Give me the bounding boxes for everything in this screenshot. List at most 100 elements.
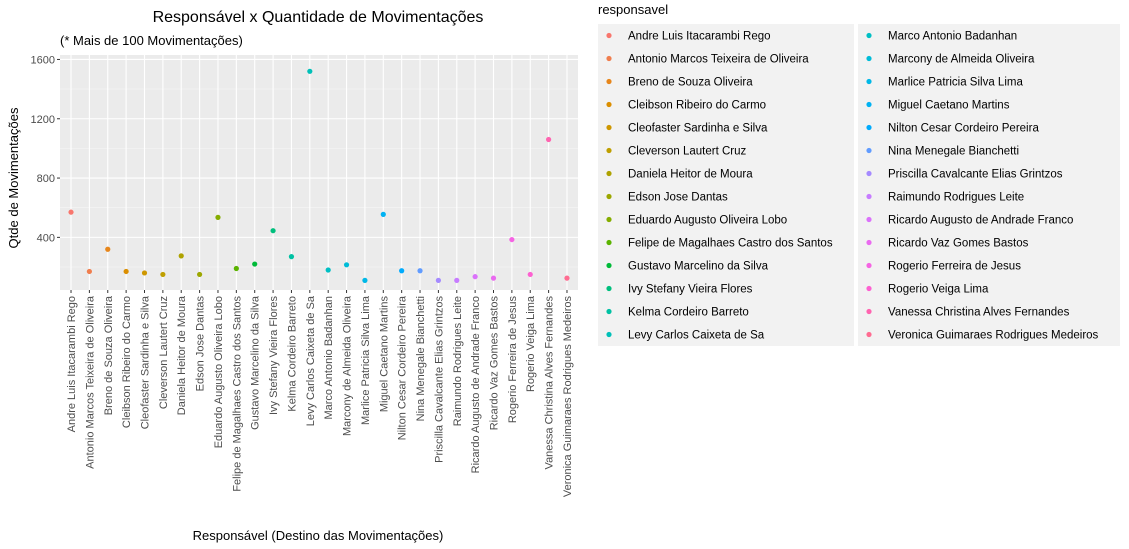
legend-title: responsavel: [598, 2, 668, 17]
data-point: [325, 267, 331, 273]
legend-key: [606, 216, 612, 223]
data-point: [527, 271, 533, 278]
x-tick-label: Marlice Patricia Silva Lima: [360, 295, 372, 425]
data-point: [68, 209, 74, 215]
legend-label: Breno de Souza Oliveira: [628, 77, 753, 89]
legend-label: Cleofaster Sardinha e Silva: [628, 123, 768, 135]
y-tick-label: 800: [37, 173, 55, 185]
legend-key: [866, 55, 872, 62]
data-point: [197, 271, 203, 278]
legend-key-background: [598, 24, 854, 346]
x-tick-label: Marco Antonio Badanhan: [323, 296, 335, 420]
x-tick-label: Rogerio Ferreira de Jesus: [507, 296, 519, 424]
data-point: [343, 262, 350, 268]
data-point: [472, 274, 478, 280]
x-tick-label: Antonio Marcos Teixeira de Oliveira: [84, 295, 96, 469]
legend-key: [606, 308, 612, 315]
x-tick-label: Edson Jose Dantas: [195, 296, 207, 392]
legend-key: [606, 32, 612, 39]
legend-label: Levy Carlos Caixeta de Sa: [628, 330, 765, 342]
legend-key: [866, 216, 872, 223]
legend-key: [606, 331, 612, 338]
legend-key: [606, 147, 612, 154]
legend-label: Daniela Heitor de Moura: [628, 169, 753, 181]
x-tick-label: Miguel Caetano Martins: [378, 296, 390, 413]
data-point: [105, 246, 111, 252]
legend-key: [866, 193, 872, 200]
legend-key: [606, 170, 612, 177]
data-point: [233, 265, 239, 272]
legend-label: Marlice Patricia Silva Lima: [888, 77, 1023, 89]
x-axis-title: Responsável (Destino das Movimentações): [193, 528, 444, 543]
legend-label: Rogerio Ferreira de Jesus: [888, 261, 1021, 273]
data-point: [270, 228, 276, 234]
x-tick-label: Priscilla Cavalcante Elias Grintzos: [433, 296, 445, 463]
legend-key: [606, 78, 612, 85]
legend-key: [606, 193, 612, 200]
x-tick-label: Ivy Stefany Vieira Flores: [268, 296, 280, 416]
data-point: [490, 275, 497, 281]
x-tick-label: Ricardo Augusto de Andrade Franco: [470, 296, 482, 473]
data-point: [362, 277, 368, 283]
x-tick-label: Ricardo Vaz Gomes Bastos: [489, 296, 501, 431]
data-point: [86, 268, 92, 275]
x-tick-label: Andre Luis Itacarambi Rego: [66, 296, 78, 432]
grid-lines: [60, 55, 578, 290]
y-axis-title: Qtde de Movimentações: [6, 107, 21, 248]
data-point: [160, 271, 166, 278]
x-tick-label: Eduardo Augusto Oliveira Lobo: [213, 296, 225, 448]
y-axis: 400 800 1200 1600: [31, 54, 60, 244]
data-point: [454, 277, 460, 283]
legend-label: Nina Menegale Bianchetti: [888, 146, 1019, 158]
data-point: [380, 211, 386, 217]
legend-label: Raimundo Rodrigues Leite: [888, 192, 1024, 204]
legend-key: [866, 32, 872, 39]
data-point: [509, 236, 515, 243]
chart-subtitle: (* Mais de 100 Movimentações): [60, 33, 243, 48]
legend-label: Ricardo Augusto de Andrade Franco: [888, 215, 1073, 227]
x-tick-label: Cleofaster Sardinha e Silva: [139, 295, 151, 429]
legend-label: Ivy Stefany Vieira Flores: [628, 284, 753, 296]
legend-key: [866, 331, 872, 338]
data-points: [68, 68, 570, 283]
x-tick-label: Nilton Cesar Cordeiro Pereira: [397, 295, 409, 440]
data-point: [564, 275, 570, 281]
legend-key: [866, 101, 872, 108]
legend-key: [606, 101, 612, 108]
x-tick-label: Gustavo Marcelino da Silva: [250, 295, 262, 430]
x-tick-label: Rogerio Veiga Lima: [525, 295, 537, 392]
chart-title: Responsável x Quantidade de Movimentaçõe…: [153, 9, 484, 26]
x-tick-label: Marcony de Almeida Oliveira: [342, 295, 354, 436]
data-point: [288, 254, 295, 260]
legend-label: Marcony de Almeida Oliveira: [888, 54, 1035, 66]
data-point: [123, 268, 129, 275]
x-tick-label: Daniela Heitor de Moura: [176, 295, 188, 415]
legend-label: Rogerio Veiga Lima: [888, 284, 989, 296]
x-tick-label: Raimundo Rodrigues Leite: [452, 296, 464, 426]
data-point: [307, 68, 313, 74]
legend-label: Eduardo Augusto Oliveira Lobo: [628, 215, 787, 227]
legend-label: Vanessa Christina Alves Fernandes: [888, 307, 1070, 319]
x-tick-label: Felipe de Magalhaes Castro dos Santos: [231, 296, 243, 492]
x-tick-label: Levy Carlos Caixeta de Sa: [305, 295, 317, 426]
legend-key: [866, 262, 872, 269]
x-tick-label: Breno de Souza Oliveira: [103, 295, 115, 415]
legend-key: [866, 78, 872, 85]
x-tick-label: Kelma Cordeiro Barreto: [286, 296, 298, 412]
data-point: [435, 277, 441, 283]
data-point: [417, 268, 423, 274]
legend-key: [866, 170, 872, 177]
data-point: [178, 253, 184, 259]
legend-label: Cleibson Ribeiro do Carmo: [628, 100, 766, 112]
legend-key: [866, 147, 872, 154]
data-point: [252, 261, 258, 267]
y-tick-label: 400: [37, 232, 55, 244]
legend-label: Kelma Cordeiro Barreto: [628, 307, 749, 319]
legend-label: Marco Antonio Badanhan: [888, 31, 1017, 43]
plot-panel: [60, 55, 578, 290]
legend: Andre Luis Itacarambi Rego Antonio Marcos…: [598, 24, 1120, 346]
y-tick-label: 1200: [31, 114, 55, 126]
legend-key: [866, 285, 872, 292]
legend-label: Veronica Guimaraes Rodrigues Medeiros: [888, 330, 1099, 342]
